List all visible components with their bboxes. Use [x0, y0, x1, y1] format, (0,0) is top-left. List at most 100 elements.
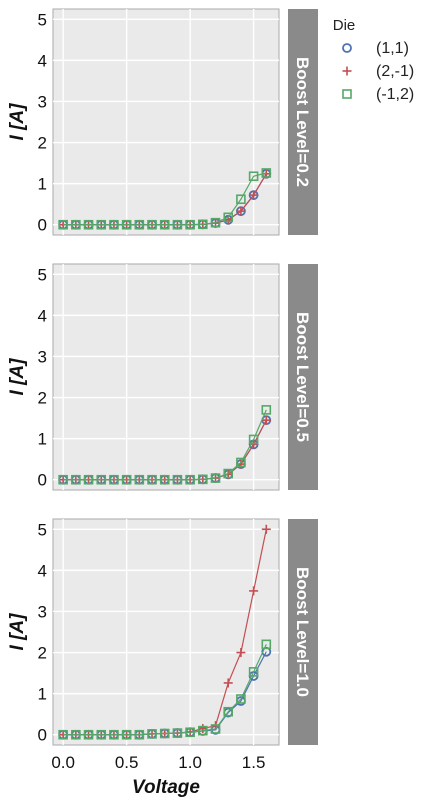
y-tick-label: 1: [38, 685, 47, 704]
data-point: [71, 729, 81, 740]
x-tick-label: 0.5: [115, 753, 139, 772]
y-tick-label: 2: [38, 644, 47, 663]
data-point: [159, 728, 170, 739]
legend: Die (1,1) (2,-1) (-1,2): [333, 17, 414, 103]
legend-items: (1,1) (2,-1) (-1,2): [342, 40, 414, 103]
data-point: [121, 474, 132, 485]
data-point: [198, 724, 208, 734]
y-axis-label: I [A]: [7, 613, 28, 651]
y-tick-label: 3: [38, 347, 47, 366]
data-point: [261, 415, 271, 425]
data-point: [58, 474, 68, 485]
y-tick-label: 0: [38, 471, 47, 490]
data-point: [236, 648, 246, 658]
data-point: [134, 219, 145, 230]
facet-strip: [288, 9, 318, 235]
y-tick-label: 0: [38, 726, 47, 745]
plot-area: [52, 263, 280, 491]
legend-item: (2,-1): [342, 63, 414, 80]
legend-title: Die: [333, 17, 356, 34]
data-point: [185, 727, 195, 738]
y-tick-label: 4: [38, 306, 47, 325]
data-point: [96, 474, 107, 485]
facet-label: Boost Level=0.2: [293, 57, 312, 187]
data-point: [71, 219, 81, 230]
series-square: [58, 639, 272, 740]
legend-marker: [342, 66, 352, 76]
legend-label: (-1,2): [376, 86, 414, 103]
y-tick-label: 4: [38, 51, 47, 70]
data-point: [223, 468, 234, 479]
x-tick-label: 1.5: [242, 753, 266, 772]
data-point: [261, 168, 272, 178]
data-point: [236, 206, 246, 216]
data-point: [83, 219, 94, 230]
y-axis-label: I [A]: [7, 103, 28, 141]
data-point: [198, 219, 208, 230]
data-point: [261, 639, 272, 650]
data-point: [58, 729, 68, 740]
data-point: [109, 729, 119, 740]
data-point: [58, 219, 68, 230]
data-point: [109, 474, 119, 485]
y-tick-label: 3: [38, 602, 47, 621]
legend-item: (-1,2): [342, 86, 414, 103]
data-point: [210, 724, 221, 734]
data-point: [236, 194, 246, 205]
data-point: [236, 457, 246, 468]
facet-strip: [288, 264, 318, 490]
data-point: [109, 219, 119, 230]
data-point: [248, 667, 259, 677]
y-tick-label: 1: [38, 430, 47, 449]
data-point: [147, 219, 157, 230]
legend-item: (1,1): [342, 40, 409, 57]
legend-label: (2,-1): [376, 63, 414, 80]
legend-marker: [342, 43, 352, 53]
data-point: [248, 171, 259, 182]
facet-strip: [288, 519, 318, 745]
facet-1: 0 1 2 3 4 5 I [A] Boost Level=0.2: [7, 8, 318, 236]
data-point: [172, 219, 183, 230]
x-tick-label: 0.0: [51, 753, 75, 772]
data-point: [210, 473, 221, 483]
y-tick-label: 5: [38, 265, 47, 284]
data-point: [248, 434, 259, 445]
data-point: [134, 474, 145, 485]
data-point: [249, 586, 259, 596]
data-point: [261, 405, 272, 415]
y-tick-label: 4: [38, 561, 47, 580]
y-tick-label: 1: [38, 175, 47, 194]
data-point: [96, 729, 107, 740]
data-point: [223, 678, 233, 688]
facet-3: 0 1 2 3 4 5 I [A] Boost Level=1.0 0.0 0.5 1.0 1.5 Vo…: [7, 518, 318, 798]
data-point: [147, 729, 157, 739]
data-point: [261, 524, 271, 534]
series-square: [58, 405, 272, 485]
data-point: [96, 219, 107, 230]
data-point: [223, 706, 234, 717]
data-point: [198, 725, 208, 736]
data-point: [71, 474, 81, 485]
data-point: [249, 190, 259, 200]
legend-label: (1,1): [376, 40, 409, 57]
data-point: [210, 217, 221, 228]
data-point: [159, 474, 170, 485]
data-point: [172, 474, 183, 485]
facet-2: 0 1 2 3 4 5 I [A] Boost Level=0.5: [7, 263, 318, 491]
facet-label: Boost Level=1.0: [293, 567, 312, 697]
legend-marker: [342, 89, 352, 99]
plot-area: [52, 518, 280, 746]
y-tick-label: 5: [38, 10, 47, 29]
data-point: [83, 729, 94, 740]
y-tick-label: 0: [38, 216, 47, 235]
data-point: [223, 212, 234, 223]
data-point: [159, 219, 170, 230]
data-point: [121, 729, 132, 740]
data-point: [172, 728, 183, 738]
data-point: [134, 729, 145, 740]
y-tick-label: 3: [38, 92, 47, 111]
data-point: [236, 694, 246, 704]
data-point: [185, 219, 195, 230]
x-axis-label: Voltage: [132, 777, 200, 798]
